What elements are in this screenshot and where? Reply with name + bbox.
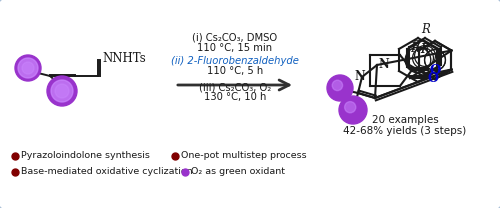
Text: 110 °C, 15 min: 110 °C, 15 min — [198, 43, 272, 53]
Text: 42-68% yields (3 steps): 42-68% yields (3 steps) — [344, 126, 466, 136]
Text: NNHTs: NNHTs — [102, 52, 146, 66]
Text: N: N — [378, 57, 389, 71]
Text: O: O — [430, 63, 442, 77]
Text: O₂ as green oxidant: O₂ as green oxidant — [191, 167, 285, 177]
Text: One-pot multistep process: One-pot multistep process — [181, 151, 306, 161]
Ellipse shape — [332, 80, 342, 91]
Text: Base-mediated oxidative cyclization: Base-mediated oxidative cyclization — [21, 167, 192, 177]
Ellipse shape — [22, 62, 34, 74]
Text: R: R — [412, 40, 420, 52]
Text: R: R — [420, 43, 430, 56]
Text: R: R — [421, 23, 430, 36]
Text: R: R — [420, 43, 430, 56]
Ellipse shape — [15, 55, 41, 81]
Polygon shape — [300, 33, 500, 148]
Polygon shape — [418, 41, 452, 79]
Ellipse shape — [344, 102, 356, 113]
Polygon shape — [408, 40, 438, 76]
Ellipse shape — [339, 96, 367, 124]
Text: O: O — [428, 72, 439, 84]
Ellipse shape — [51, 80, 73, 102]
Text: 110 °C, 5 h: 110 °C, 5 h — [207, 66, 263, 76]
Ellipse shape — [18, 58, 38, 78]
Text: 130 °C, 10 h: 130 °C, 10 h — [204, 92, 266, 102]
Ellipse shape — [47, 76, 77, 106]
Polygon shape — [418, 41, 452, 79]
Text: N: N — [354, 69, 365, 83]
Ellipse shape — [327, 75, 353, 101]
Text: (iii) Cs₂CO₃, O₂: (iii) Cs₂CO₃, O₂ — [199, 82, 271, 92]
Polygon shape — [310, 33, 498, 148]
Text: R: R — [410, 42, 420, 56]
Text: 20 examples: 20 examples — [372, 115, 438, 125]
Text: (ii) 2-Fluorobenzaldehyde: (ii) 2-Fluorobenzaldehyde — [171, 56, 299, 66]
Text: Pyrazoloindolone synthesis: Pyrazoloindolone synthesis — [21, 151, 150, 161]
Text: (i) Cs₂CO₃, DMSO: (i) Cs₂CO₃, DMSO — [192, 33, 278, 43]
Ellipse shape — [55, 84, 69, 98]
